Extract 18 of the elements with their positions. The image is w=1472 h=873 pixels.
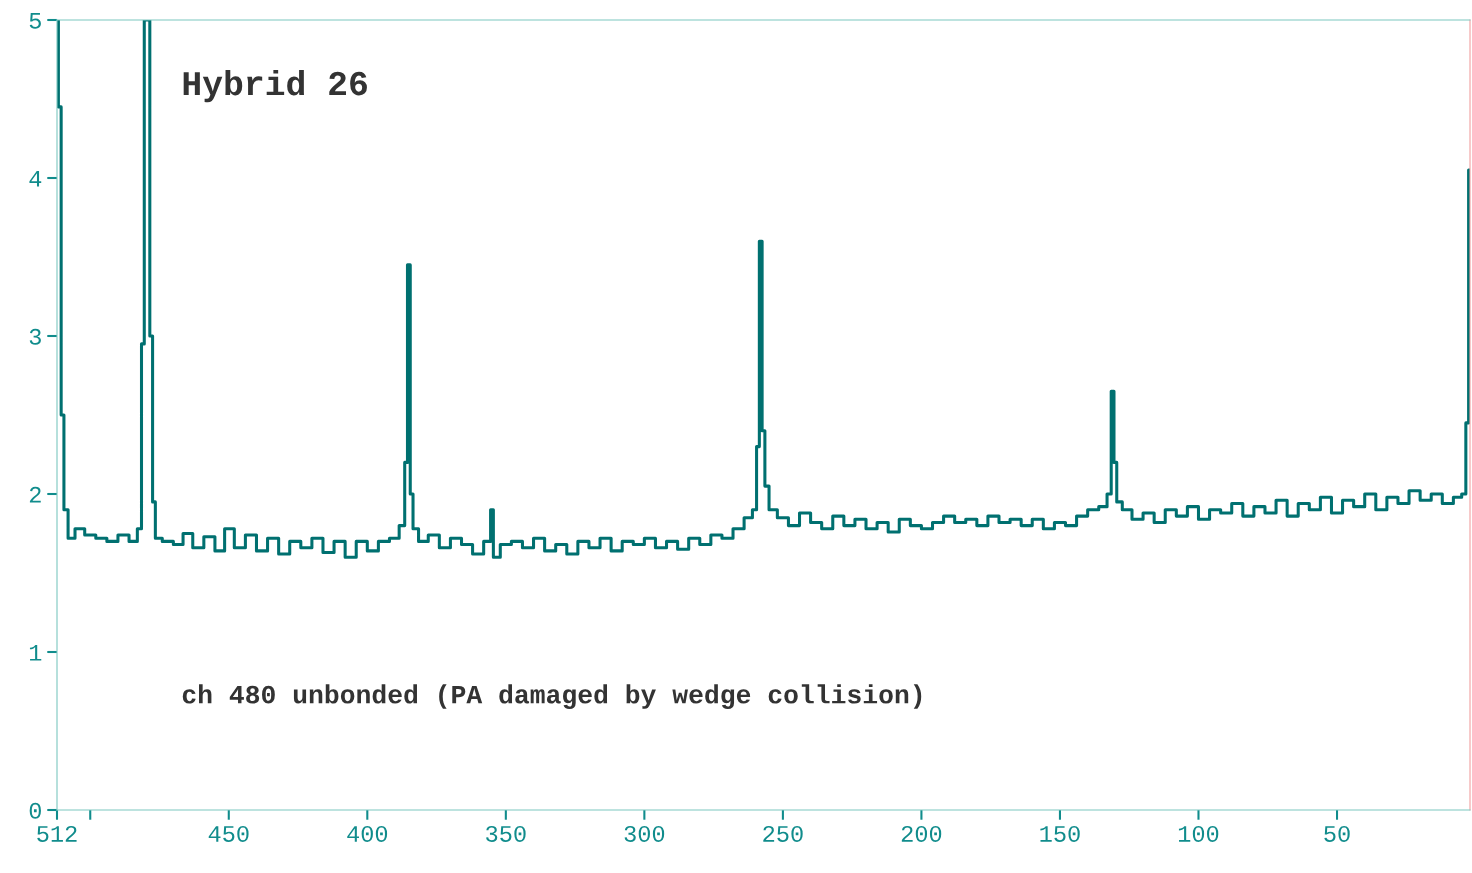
x-tick-label: 150	[1040, 825, 1080, 842]
x-tick-label: 400	[347, 825, 388, 842]
y-tick-label: 4	[29, 171, 42, 187]
annotation: ch 480 unbonded (PA damaged by wedge collision)	[182, 684, 922, 709]
x-tick-label: 450	[208, 825, 249, 842]
y-tick-label: 1	[29, 645, 42, 661]
text: Hybrid 26	[183, 69, 367, 103]
y-tick-label: 2	[29, 486, 41, 503]
x-tick-label: 350	[486, 825, 526, 842]
x-tick-label: 100	[1178, 825, 1219, 842]
x-tick-label: 250	[763, 825, 803, 842]
x-tick-label: 300	[624, 825, 665, 842]
x-tick-label: 200	[901, 825, 942, 842]
x-tick-label: 50	[1324, 825, 1350, 842]
y-tick-label: 5	[29, 13, 41, 29]
x-tick-label: 512	[37, 825, 77, 842]
y-tick-label: 3	[29, 328, 41, 345]
y-tick-label: 0	[29, 802, 41, 819]
